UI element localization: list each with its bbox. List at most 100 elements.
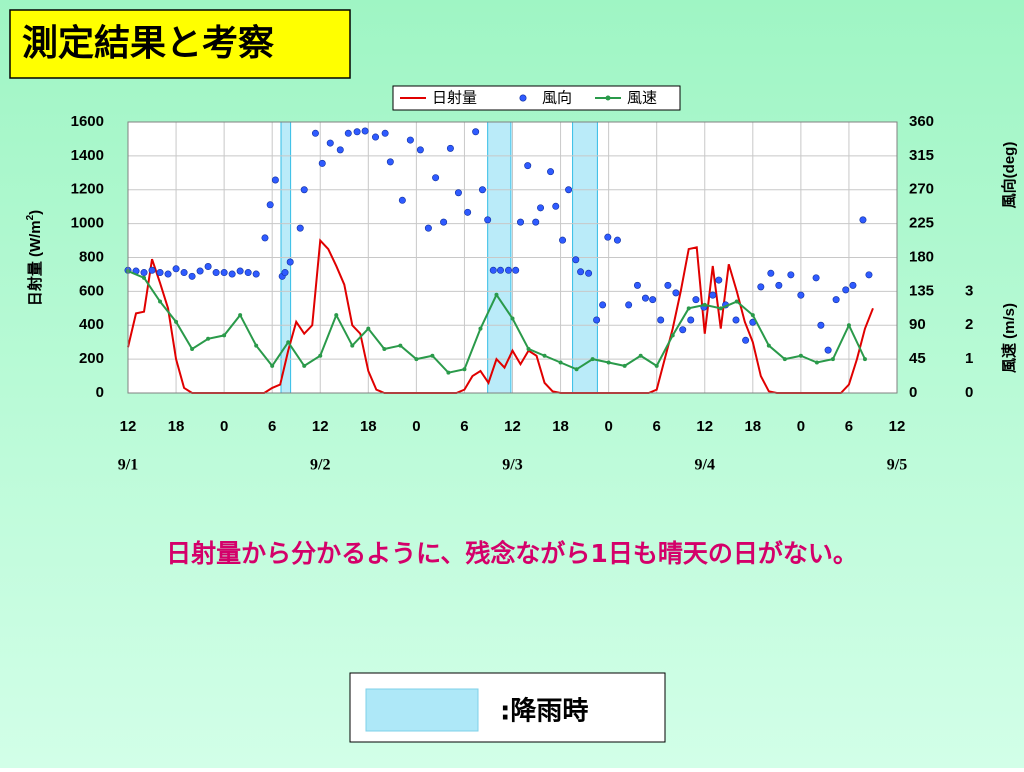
- x-tick-label: 6: [460, 418, 468, 435]
- scatter-point: [489, 266, 497, 274]
- scatter-point: [572, 256, 580, 264]
- scatter-point: [842, 286, 850, 294]
- scatter-point: [361, 127, 369, 135]
- series-marker: [830, 357, 835, 362]
- scatter-point: [416, 146, 424, 154]
- legend-label: 日射量: [432, 89, 477, 107]
- legend-swatch-marker: [605, 95, 611, 101]
- scatter-point: [679, 326, 687, 334]
- series-marker: [206, 336, 211, 341]
- scatter-point: [140, 269, 148, 277]
- scatter-point: [196, 267, 204, 275]
- scatter-point: [311, 129, 319, 137]
- y2-axis-label: 風向(deg): [1000, 142, 1018, 209]
- scatter-point: [244, 269, 252, 277]
- scatter-point: [300, 186, 308, 194]
- scatter-point: [787, 271, 795, 279]
- y-axis-label: 日射量 (W/m2): [25, 210, 44, 306]
- scatter-point: [687, 316, 695, 324]
- scatter-point: [164, 270, 172, 278]
- x-tick-label: 12: [312, 418, 329, 435]
- scatter-point: [775, 281, 783, 289]
- series-marker: [494, 292, 499, 297]
- series-marker: [174, 319, 179, 324]
- series-marker: [430, 353, 435, 358]
- y-tick-label: 1400: [71, 147, 104, 164]
- x-tick-label: 0: [604, 418, 612, 435]
- series-marker: [158, 299, 163, 304]
- series-marker: [718, 306, 723, 311]
- x-tick-label: 6: [653, 418, 661, 435]
- scatter-point: [472, 128, 480, 136]
- x-tick-label: 0: [220, 418, 228, 435]
- series-marker: [798, 353, 803, 358]
- y3-tick-label: 3: [965, 282, 973, 299]
- scatter-point: [537, 204, 545, 212]
- x-date-label: 9/5: [887, 457, 907, 474]
- scatter-point: [625, 301, 633, 309]
- series-marker: [398, 343, 403, 348]
- scatter-point: [353, 128, 361, 136]
- series-marker: [526, 346, 531, 351]
- scatter-point: [156, 269, 164, 277]
- scatter-point: [664, 281, 672, 289]
- scatter-point: [732, 316, 740, 324]
- series-marker: [846, 323, 851, 328]
- series-marker: [782, 357, 787, 362]
- scatter-point: [261, 234, 269, 242]
- scatter-point: [812, 274, 820, 282]
- x-date-label: 9/1: [118, 457, 138, 474]
- scatter-point: [266, 201, 274, 209]
- y2-tick-label: 225: [909, 215, 934, 232]
- message: 日射量から分かるように、残念ながら1日も晴天の日がない。: [166, 539, 858, 568]
- series-marker: [686, 306, 691, 311]
- scatter-point: [406, 136, 414, 144]
- scatter-point: [204, 263, 212, 271]
- series-marker: [254, 343, 259, 348]
- scatter-point: [512, 266, 520, 274]
- series-marker: [286, 340, 291, 345]
- scatter-point: [559, 236, 567, 244]
- series-marker: [622, 363, 627, 368]
- y3-tick-label: 1: [965, 350, 973, 367]
- scatter-point: [252, 270, 260, 278]
- scatter-point: [484, 216, 492, 224]
- scatter-point: [709, 291, 717, 299]
- scatter-point: [504, 266, 512, 274]
- y2-tick-label: 180: [909, 248, 934, 265]
- legend-label: 風向: [542, 89, 572, 107]
- series-marker: [350, 343, 355, 348]
- scatter-point: [344, 129, 352, 137]
- scatter-point: [286, 258, 294, 266]
- scatter-point: [797, 291, 805, 299]
- y3-axis-label: 風速 (m/s): [1000, 303, 1018, 373]
- scatter-point: [496, 266, 504, 274]
- series-marker: [766, 343, 771, 348]
- slide-title: 測定結果と考察: [22, 23, 274, 64]
- x-date-label: 9/4: [695, 457, 715, 474]
- y-tick-label: 1600: [71, 113, 104, 130]
- series-marker: [222, 333, 227, 338]
- scatter-point: [212, 269, 220, 277]
- scatter-point: [524, 162, 532, 170]
- scatter-point: [372, 133, 380, 141]
- y3-tick-label: 2: [965, 316, 973, 333]
- x-tick-label: 18: [168, 418, 185, 435]
- scatter-point: [585, 269, 593, 277]
- scatter-point: [318, 159, 326, 167]
- x-tick-label: 18: [552, 418, 569, 435]
- y2-tick-label: 360: [909, 113, 934, 130]
- scatter-point: [386, 158, 394, 166]
- y-label-sup: 2: [25, 214, 36, 220]
- scatter-point: [692, 296, 700, 304]
- series-marker: [670, 333, 675, 338]
- y2-tick-label: 90: [909, 316, 926, 333]
- x-tick-label: 0: [412, 418, 420, 435]
- scatter-point: [657, 316, 665, 324]
- y-tick-label: 800: [79, 248, 104, 265]
- scatter-point: [649, 296, 657, 304]
- scatter-point: [326, 139, 334, 147]
- series-marker: [382, 346, 387, 351]
- scatter-point: [424, 224, 432, 232]
- scatter-point: [454, 189, 462, 197]
